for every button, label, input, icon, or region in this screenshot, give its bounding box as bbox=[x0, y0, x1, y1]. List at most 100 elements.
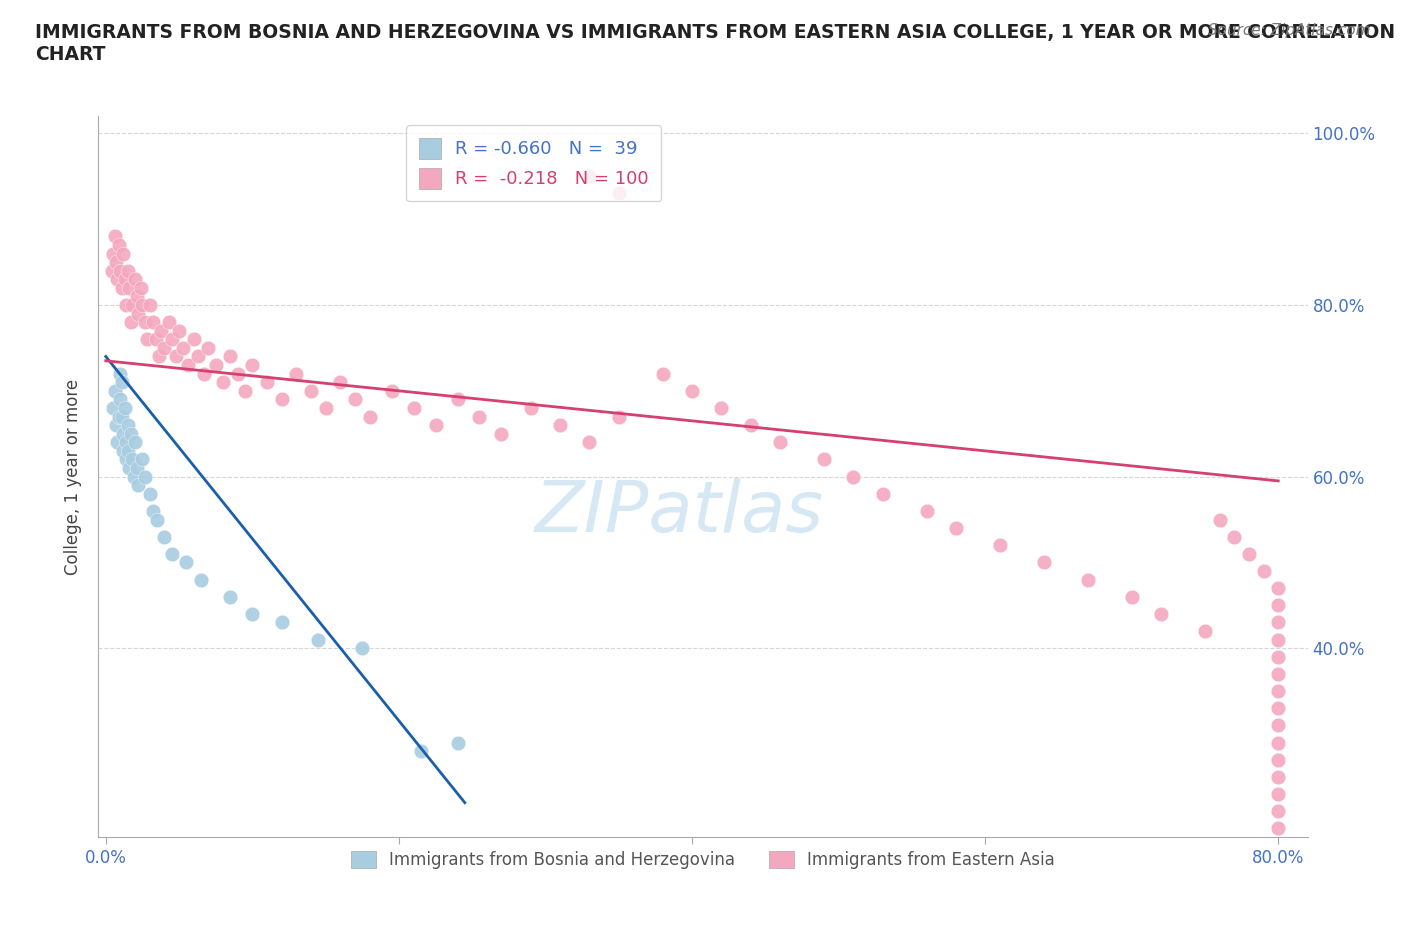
Point bbox=[187, 349, 209, 364]
Point bbox=[176, 555, 198, 570]
Point bbox=[1267, 684, 1289, 698]
Point bbox=[1267, 649, 1289, 664]
Point bbox=[115, 298, 138, 312]
Point bbox=[157, 314, 180, 329]
Point bbox=[1267, 667, 1289, 682]
Point bbox=[446, 392, 468, 406]
Point bbox=[285, 366, 308, 381]
Point bbox=[153, 529, 176, 544]
Point bbox=[120, 426, 142, 441]
Point bbox=[915, 503, 938, 518]
Point bbox=[710, 401, 733, 416]
Point bbox=[491, 426, 513, 441]
Point bbox=[1032, 555, 1054, 570]
Point bbox=[212, 375, 235, 390]
Point bbox=[1194, 624, 1216, 639]
Point bbox=[103, 383, 125, 398]
Point bbox=[127, 306, 149, 321]
Point bbox=[108, 237, 131, 252]
Point bbox=[122, 469, 145, 484]
Point bbox=[1267, 632, 1289, 647]
Point bbox=[607, 186, 630, 201]
Point bbox=[121, 298, 143, 312]
Point bbox=[1237, 547, 1260, 562]
Point bbox=[1267, 787, 1289, 802]
Point bbox=[120, 314, 142, 329]
Point bbox=[578, 169, 600, 184]
Point bbox=[740, 418, 762, 432]
Point bbox=[548, 418, 571, 432]
Point bbox=[1267, 752, 1289, 767]
Point bbox=[105, 255, 128, 270]
Point bbox=[160, 332, 183, 347]
Point bbox=[121, 452, 143, 467]
Point bbox=[160, 547, 183, 562]
Point bbox=[769, 435, 792, 450]
Point bbox=[352, 641, 374, 656]
Point bbox=[135, 332, 157, 347]
Point bbox=[409, 744, 432, 759]
Point bbox=[1267, 821, 1289, 836]
Point bbox=[118, 281, 141, 296]
Point bbox=[842, 469, 865, 484]
Point bbox=[1267, 736, 1289, 751]
Point bbox=[359, 409, 381, 424]
Point bbox=[134, 314, 156, 329]
Point bbox=[131, 452, 153, 467]
Point bbox=[112, 426, 135, 441]
Point bbox=[125, 289, 148, 304]
Point bbox=[101, 401, 124, 416]
Point bbox=[329, 375, 352, 390]
Point bbox=[107, 272, 129, 286]
Point bbox=[167, 324, 190, 339]
Point bbox=[468, 409, 491, 424]
Point bbox=[307, 632, 329, 647]
Point bbox=[134, 469, 156, 484]
Point bbox=[100, 263, 122, 278]
Point bbox=[112, 444, 135, 458]
Point bbox=[1077, 572, 1099, 587]
Point bbox=[118, 460, 141, 475]
Point bbox=[219, 590, 242, 604]
Y-axis label: College, 1 year or more: College, 1 year or more bbox=[65, 379, 83, 575]
Point bbox=[111, 409, 134, 424]
Point bbox=[103, 229, 125, 244]
Point bbox=[190, 572, 212, 587]
Point bbox=[299, 383, 322, 398]
Point bbox=[1267, 701, 1289, 716]
Point bbox=[153, 340, 176, 355]
Point bbox=[425, 418, 447, 432]
Point bbox=[1267, 718, 1289, 733]
Point bbox=[110, 263, 132, 278]
Point bbox=[117, 263, 139, 278]
Point bbox=[651, 366, 673, 381]
Point bbox=[1121, 590, 1143, 604]
Point bbox=[129, 281, 152, 296]
Point bbox=[115, 452, 138, 467]
Point bbox=[101, 246, 124, 261]
Point bbox=[233, 383, 256, 398]
Point bbox=[197, 340, 219, 355]
Point bbox=[446, 736, 468, 751]
Point bbox=[945, 521, 967, 536]
Point bbox=[107, 435, 129, 450]
Point bbox=[148, 349, 170, 364]
Point bbox=[872, 486, 894, 501]
Point bbox=[150, 324, 173, 339]
Point bbox=[1208, 512, 1230, 527]
Point bbox=[115, 435, 138, 450]
Point bbox=[270, 392, 292, 406]
Point bbox=[1223, 529, 1246, 544]
Point bbox=[125, 460, 148, 475]
Point bbox=[138, 298, 160, 312]
Point bbox=[578, 435, 600, 450]
Point bbox=[193, 366, 215, 381]
Point bbox=[1267, 598, 1289, 613]
Point bbox=[240, 606, 263, 621]
Point bbox=[111, 281, 134, 296]
Point bbox=[219, 349, 242, 364]
Text: ZIPatlas: ZIPatlas bbox=[534, 478, 824, 547]
Point bbox=[681, 383, 703, 398]
Point bbox=[111, 375, 134, 390]
Point bbox=[1253, 564, 1275, 578]
